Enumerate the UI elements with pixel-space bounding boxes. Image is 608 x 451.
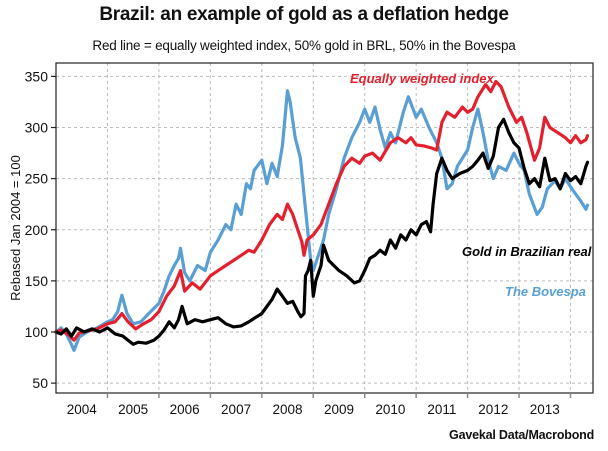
y-tick-label: 100	[25, 324, 49, 340]
series-lines	[54, 79, 590, 352]
source-note: Gavekal Data/Macrobond	[449, 428, 594, 442]
y-tick-label: 250	[25, 171, 49, 187]
y-tick-label: 200	[25, 222, 49, 238]
x-tick-label: 2008	[273, 402, 303, 417]
x-tick-label: 2009	[324, 402, 354, 417]
y-tick-label: 150	[25, 273, 49, 289]
plot-frame	[55, 62, 594, 394]
series-line-equally-weighted-index	[54, 79, 590, 342]
chart-subtitle: Red line = equally weighted index, 50% g…	[92, 38, 516, 53]
series-line-gold-in-brl-group	[54, 117, 590, 346]
y-axis: 50 100 150 200 250 300 350	[25, 68, 56, 391]
x-tick-label: 2004	[67, 402, 98, 417]
x-tick-label: 2010	[375, 402, 405, 417]
x-tick-label: 2012	[478, 402, 508, 417]
series-label-the-bovespa: The Bovespa	[505, 284, 586, 299]
series-line-equally-weighted-index-group	[54, 79, 590, 342]
series-label-equally-weighted-index: Equally weighted index	[350, 71, 495, 86]
y-tick-label: 300	[25, 120, 49, 136]
x-tick-label: 2007	[221, 402, 251, 417]
y-axis-label: Rebased Jan 2004 = 100	[8, 155, 23, 301]
x-tick-label: 2013	[530, 402, 560, 417]
y-tick-label: 50	[32, 375, 48, 391]
x-tick-label: 2006	[170, 402, 200, 417]
x-axis: 2004 2005 2006 2007 2008 2009 2010 2011 2012 2013	[67, 393, 572, 417]
series-label-gold-in-brazilian-real: Gold in Brazilian real	[462, 244, 592, 259]
x-tick-label: 2011	[427, 402, 456, 417]
x-tick-label: 2005	[118, 402, 148, 417]
series-line-bovespa	[54, 89, 590, 352]
chart-title: Brazil: an example of gold as a deflatio…	[99, 4, 509, 25]
y-tick-label: 350	[25, 68, 49, 84]
series-line-gold-in-brl	[54, 117, 590, 346]
